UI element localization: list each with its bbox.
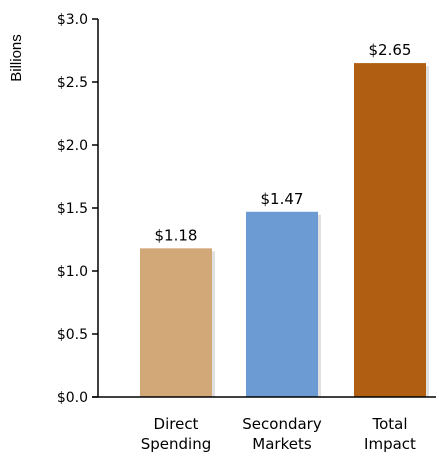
bar	[140, 248, 212, 397]
category-label: Markets	[252, 435, 312, 453]
bar	[354, 63, 426, 397]
y-tick-label: $1.5	[57, 201, 88, 217]
y-axis-ticks: $0.0 $0.5 $1.0 $1.5 $2.0 $2.5 $3.0	[57, 12, 98, 406]
category-label: Impact	[364, 435, 416, 453]
y-tick-label: $0.5	[57, 327, 88, 343]
y-tick-label: $2.5	[57, 75, 88, 91]
y-tick-label: $3.0	[57, 12, 88, 28]
bar-value-label: $1.18	[155, 226, 198, 244]
y-axis-title: Billions	[8, 34, 25, 82]
bar-value-label: $1.47	[261, 190, 304, 208]
category-label: Total	[371, 415, 407, 433]
category-labels: Direct Spending Secondary Markets Total Impac…	[141, 415, 416, 453]
category-label: Secondary	[242, 415, 322, 433]
bar-value-label: $2.65	[369, 41, 412, 59]
bars	[140, 63, 429, 397]
data-labels: $1.18 $1.47 $2.65	[155, 41, 412, 244]
category-label: Direct	[154, 415, 199, 433]
category-label: Spending	[141, 435, 212, 453]
bar	[246, 211, 318, 397]
y-tick-label: $0.0	[57, 390, 88, 406]
y-tick-label: $2.0	[57, 138, 88, 154]
y-tick-label: $1.0	[57, 264, 88, 280]
